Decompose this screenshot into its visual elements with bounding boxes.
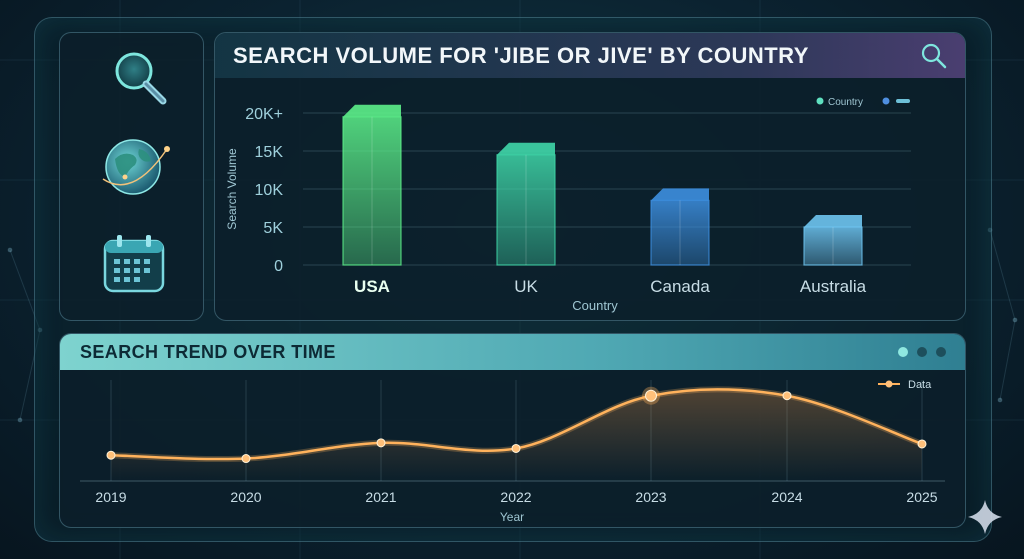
- x-tick-label: UK: [514, 277, 538, 296]
- window-dot[interactable]: [917, 347, 927, 357]
- legend: Country: [816, 97, 910, 108]
- bar-front: [803, 226, 863, 266]
- panel-header: SEARCH VOLUME FOR 'JIBE OR JIVE' BY COUN…: [215, 33, 965, 78]
- bar-australia: [803, 215, 863, 266]
- trend-panel: SEARCH TREND OVER TIME 2019 2020 2021 2022 2…: [59, 333, 966, 528]
- y-tick-label: 20K+: [245, 106, 283, 123]
- y-tick-label: 10K: [255, 182, 284, 199]
- legend-label: Data: [908, 379, 932, 391]
- x-tick-label: Australia: [800, 277, 867, 296]
- data-point: [376, 438, 386, 448]
- legend-marker: [882, 97, 890, 105]
- data-point: [782, 391, 792, 401]
- bar-top: [651, 188, 709, 201]
- globe-icon[interactable]: [95, 129, 175, 199]
- page-title: SEARCH VOLUME FOR 'JIBE OR JIVE' BY COUN…: [233, 43, 809, 68]
- x-tick-label: USA: [354, 277, 390, 296]
- x-tick-label: 2024: [771, 489, 802, 505]
- legend-marker: [896, 99, 910, 103]
- data-point: [645, 389, 657, 402]
- calendar-icon[interactable]: [102, 233, 166, 295]
- legend-marker: [816, 97, 824, 105]
- panel-header: SEARCH TREND OVER TIME: [60, 334, 965, 370]
- legend-marker: [885, 380, 893, 388]
- x-tick-label: 2019: [95, 489, 126, 505]
- y-tick-label: 5K: [263, 220, 283, 237]
- window-dot[interactable]: [898, 347, 908, 357]
- x-tick-label: 2023: [635, 489, 666, 505]
- x-tick-label: 2021: [365, 489, 396, 505]
- country-volume-panel: SEARCH VOLUME FOR 'JIBE OR JIVE' BY COUN…: [214, 32, 966, 321]
- x-tick-label: 2022: [500, 489, 531, 505]
- bar-front: [342, 116, 402, 266]
- line-area: [111, 389, 922, 481]
- x-tick-label: 2025: [906, 489, 937, 505]
- data-point: [106, 450, 116, 460]
- panel-search-icon[interactable]: [920, 42, 948, 70]
- bar-uk: [496, 142, 556, 266]
- x-tick-label: Canada: [650, 277, 710, 296]
- sidebar: [59, 32, 204, 321]
- bar-top: [804, 215, 862, 227]
- bar-chart: 0 5K 10K 15K 20K+ Search Volume Country Country…: [225, 97, 911, 313]
- data-point: [511, 443, 521, 453]
- x-tick-label: 2020: [230, 489, 261, 505]
- bar-usa: [342, 104, 402, 266]
- window-dot[interactable]: [936, 347, 946, 357]
- legend-label: Country: [828, 97, 863, 108]
- data-point: [241, 454, 251, 464]
- line-chart: 2019 2020 2021 2022 2023 2024 2025 Year Data: [80, 379, 945, 524]
- x-axis-label: Year: [500, 510, 524, 524]
- search-icon[interactable]: [109, 49, 171, 109]
- y-axis-label: Search Volume: [225, 148, 239, 230]
- sparkle-icon: [968, 500, 1002, 534]
- legend: Data: [878, 379, 932, 391]
- bar-top: [343, 104, 401, 117]
- bar-front: [496, 154, 556, 266]
- bar-canada: [650, 188, 710, 266]
- y-tick-label: 0: [274, 258, 283, 275]
- bar-top: [497, 142, 555, 155]
- panel-title: SEARCH TREND OVER TIME: [80, 342, 336, 362]
- y-tick-label: 15K: [255, 144, 284, 161]
- x-axis-label: Country: [572, 298, 618, 313]
- bar-front: [650, 199, 710, 266]
- data-point: [917, 439, 927, 449]
